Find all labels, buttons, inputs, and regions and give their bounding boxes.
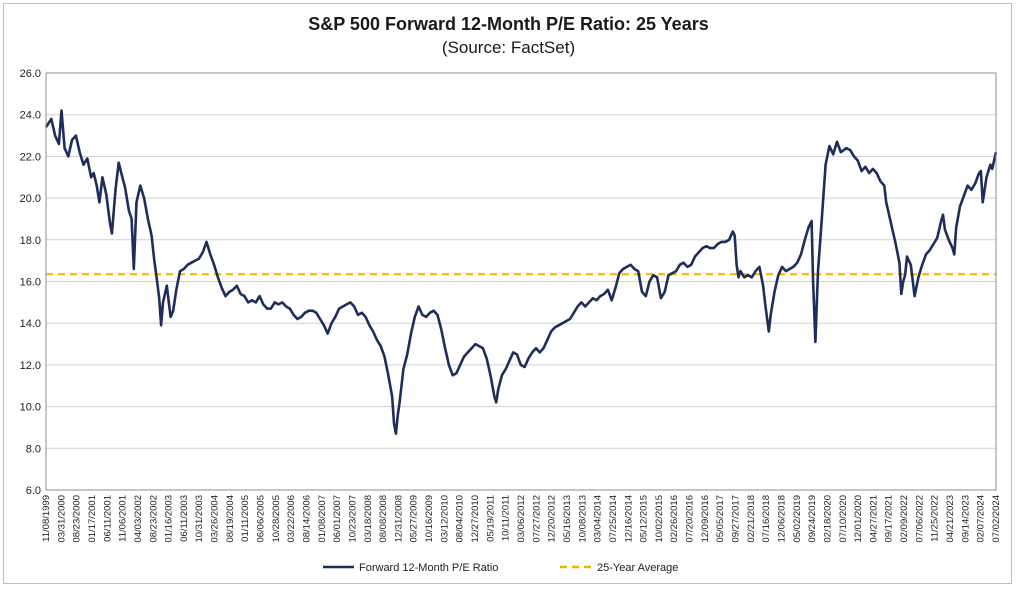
x-tick-label: 08/19/2004 [225, 495, 236, 543]
x-tick-label: 03/04/2014 [593, 495, 604, 543]
x-tick-label: 12/20/2012 [547, 495, 558, 543]
x-tick-label: 03/22/2006 [286, 495, 297, 543]
x-tick-label: 11/06/2001 [118, 495, 129, 542]
x-tick-label: 06/06/2005 [256, 495, 267, 543]
x-tick-label: 10/31/2003 [194, 495, 205, 543]
x-tick-label: 12/09/2016 [700, 495, 711, 543]
x-tick-label: 02/09/2022 [899, 495, 910, 543]
y-tick-label: 20.0 [20, 193, 41, 205]
y-tick-label: 14.0 [20, 318, 41, 330]
gridlines [46, 72, 996, 491]
legend-label-pe: Forward 12-Month P/E Ratio [359, 562, 498, 574]
x-tick-label: 09/17/2021 [884, 495, 895, 543]
x-tick-label: 05/19/2011 [485, 495, 496, 542]
x-tick-label: 09/24/2019 [807, 495, 818, 543]
x-tick-label: 08/23/2000 [72, 495, 83, 543]
x-tick-label: 05/02/2019 [792, 495, 803, 543]
x-tick-label: 12/06/2018 [776, 495, 787, 543]
x-tick-label: 07/10/2020 [838, 495, 849, 543]
x-tick-label: 02/26/2016 [669, 495, 680, 543]
x-tick-label: 01/17/2001 [87, 495, 98, 543]
legend-label-average: 25-Year Average [597, 562, 678, 574]
x-tick-label: 07/02/2024 [991, 495, 1002, 543]
x-tick-label: 05/05/2017 [715, 495, 726, 543]
x-tick-label: 12/01/2020 [853, 495, 864, 543]
y-tick-label: 26.0 [20, 68, 41, 80]
y-tick-label: 22.0 [20, 151, 41, 163]
x-tick-label: 03/26/2004 [210, 495, 221, 543]
x-axis-tick-labels: 11/08/1999 03/31/2000 08/23/2000 01/17/2001… [41, 495, 1002, 543]
x-tick-label: 12/27/2010 [470, 495, 481, 543]
y-tick-label: 24.0 [20, 110, 41, 122]
x-tick-label: 03/12/2010 [439, 495, 450, 543]
x-tick-label: 07/27/2012 [531, 495, 542, 543]
x-tick-label: 11/25/2022 [930, 495, 941, 542]
x-tick-label: 06/01/2007 [332, 495, 343, 543]
x-tick-label: 06/11/2003 [179, 495, 190, 542]
x-tick-label: 03/18/2008 [363, 495, 374, 543]
x-tick-label: 10/11/2011 [501, 495, 512, 541]
x-tick-label: 04/27/2021 [868, 495, 879, 543]
x-tick-label: 03/31/2000 [56, 495, 67, 543]
x-tick-label: 02/07/2024 [976, 495, 987, 543]
x-tick-label: 10/08/2013 [577, 495, 588, 543]
x-tick-label: 10/16/2009 [424, 495, 435, 543]
x-tick-label: 07/20/2016 [685, 495, 696, 543]
x-tick-label: 03/06/2012 [516, 495, 527, 543]
x-tick-label: 04/03/2002 [133, 495, 144, 543]
x-tick-label: 08/23/2002 [148, 495, 159, 543]
x-tick-label: 12/31/2008 [393, 495, 404, 543]
x-tick-label: 08/04/2010 [455, 495, 466, 543]
x-tick-label: 10/28/2005 [271, 495, 282, 543]
chart-title: S&P 500 Forward 12-Month P/E Ratio: 25 Y… [308, 14, 709, 34]
x-tick-label: 05/16/2013 [562, 495, 573, 543]
plot-area-border [45, 72, 997, 491]
x-tick-label: 05/12/2015 [639, 495, 650, 543]
x-tick-label: 07/16/2018 [761, 495, 772, 543]
x-tick-label: 01/16/2003 [164, 495, 175, 543]
y-tick-label: 6.0 [26, 485, 41, 497]
y-tick-label: 18.0 [20, 235, 41, 247]
x-tick-label: 04/21/2023 [945, 495, 956, 543]
legend: Forward 12-Month P/E Ratio 25-Year Avera… [323, 562, 678, 574]
x-tick-label: 07/06/2022 [914, 495, 925, 543]
y-tick-label: 10.0 [20, 402, 41, 414]
x-tick-label: 09/14/2023 [960, 495, 971, 543]
y-axis-tick-labels: 26.0 24.0 22.0 20.0 18.0 16.0 14.0 12.0 10.0 8.0 6… [20, 68, 41, 497]
x-tick-label: 02/18/2020 [822, 495, 833, 543]
x-tick-label: 10/23/2007 [347, 495, 358, 543]
x-tick-label: 08/08/2008 [378, 495, 389, 543]
x-tick-label: 01/11/2005 [240, 495, 251, 542]
x-tick-label: 07/25/2014 [608, 495, 619, 543]
chart-subtitle: (Source: FactSet) [441, 38, 576, 57]
y-tick-label: 8.0 [26, 443, 41, 455]
x-tick-label: 02/21/2018 [746, 495, 757, 543]
pe-ratio-line [44, 109, 998, 435]
x-tick-label: 06/11/2001 [102, 495, 113, 542]
x-tick-label: 10/02/2015 [654, 495, 665, 543]
y-tick-label: 12.0 [20, 360, 41, 372]
x-tick-label: 01/08/2007 [317, 495, 328, 543]
x-tick-label: 12/16/2014 [623, 495, 634, 543]
x-tick-label: 05/27/2009 [409, 495, 420, 543]
y-tick-label: 16.0 [20, 277, 41, 289]
x-tick-label: 08/14/2006 [301, 495, 312, 543]
chart-frame [3, 3, 1012, 584]
x-tick-label: 09/27/2017 [731, 495, 742, 543]
x-tick-label: 11/08/1999 [41, 495, 52, 542]
